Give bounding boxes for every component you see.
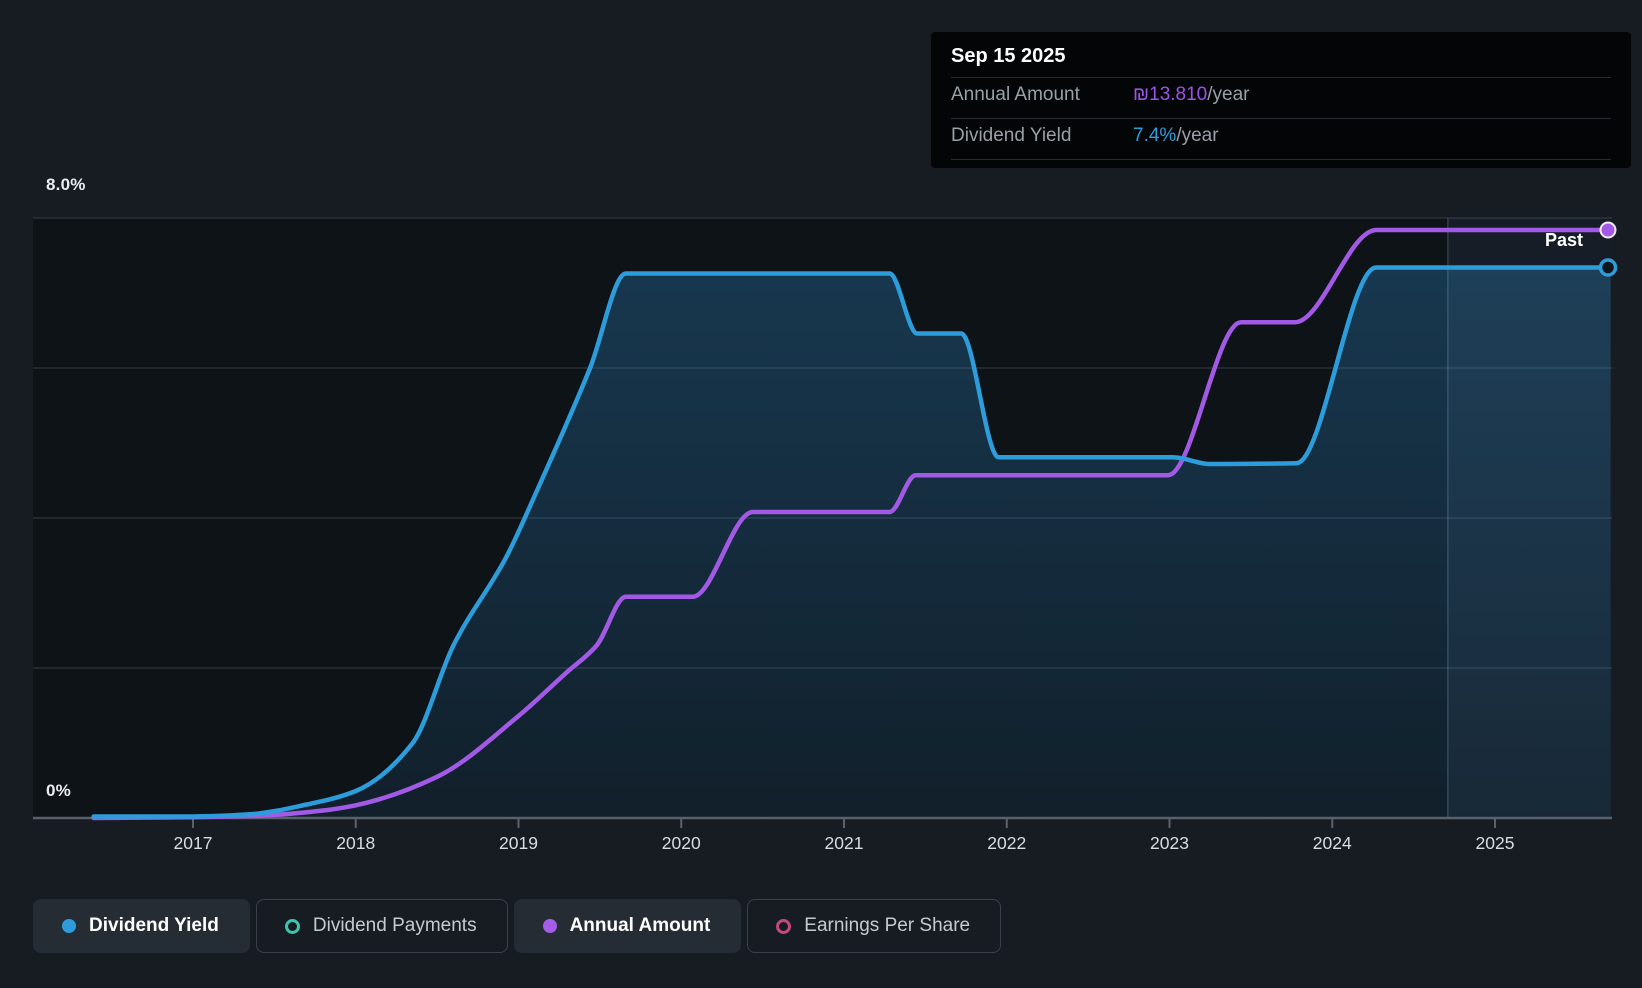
legend-marker-icon	[62, 919, 76, 933]
legend-label: Annual Amount	[569, 915, 711, 936]
tooltip-label: Dividend Yield	[951, 125, 1072, 146]
x-axis-label: 2022	[987, 833, 1027, 853]
tooltip-label: Annual Amount	[951, 84, 1080, 105]
legend-label: Earnings Per Share	[804, 915, 971, 936]
x-axis-labels: 2017 2018 2019 2020 2021 2022 2023 2024 2025	[0, 833, 1642, 857]
tooltip-divider	[951, 159, 1611, 160]
tooltip-value: 7.4%	[1133, 125, 1177, 146]
legend-label: Dividend Payments	[312, 915, 477, 936]
dividend-yield-area	[93, 267, 1611, 818]
dividend-yield-line	[91, 265, 1613, 819]
x-axis-label: 2023	[1150, 833, 1189, 853]
legend-marker-icon	[776, 918, 792, 934]
tooltip-value: ₪13.810	[1133, 84, 1208, 105]
x-axis-label: 2017	[173, 833, 213, 853]
past-region-band	[1447, 218, 1612, 818]
dividend-yield-end-marker	[1598, 258, 1618, 277]
hover-tooltip: Sep 15 2025 Annual Amount ₪13.810/year D…	[931, 32, 1631, 168]
legend-chip-annual-amount[interactable]: Annual Amount	[513, 899, 742, 953]
past-region-label: Past	[1545, 230, 1584, 250]
tooltip-row-annual-amount: Annual Amount ₪13.810/year	[951, 77, 1611, 118]
legend-marker-icon	[542, 919, 557, 933]
y-axis-label-zero: 0%	[46, 781, 71, 800]
tooltip-row-dividend-yield: Dividend Yield 7.4%/year	[951, 118, 1611, 159]
legend: Dividend Yield Dividend Payments Annual Am…	[33, 899, 1002, 953]
annual-amount-end-marker	[1599, 221, 1617, 239]
legend-marker-icon	[284, 918, 300, 934]
annual-amount-line	[91, 227, 1613, 821]
x-axis-label: 2021	[824, 833, 864, 853]
legend-chip-earnings-per-share[interactable]: Earnings Per Share	[747, 899, 1002, 953]
x-axis-label: 2018	[336, 833, 376, 853]
legend-chip-dividend-yield[interactable]: Dividend Yield	[33, 899, 250, 953]
legend-chip-dividend-payments[interactable]: Dividend Payments	[255, 899, 508, 953]
x-axis-label: 2025	[1475, 833, 1515, 853]
legend-label: Dividend Yield	[89, 915, 219, 936]
axis-ticks	[192, 819, 1496, 828]
tooltip-suffix: /year	[1176, 125, 1219, 146]
x-axis-label: 2024	[1312, 833, 1352, 853]
x-axis-label: 2019	[499, 833, 538, 853]
x-axis-label: 2020	[661, 833, 701, 853]
tooltip-suffix: /year	[1207, 84, 1250, 105]
tooltip-date: Sep 15 2025	[951, 45, 1066, 67]
y-axis-label-max: 8.0%	[46, 175, 86, 194]
